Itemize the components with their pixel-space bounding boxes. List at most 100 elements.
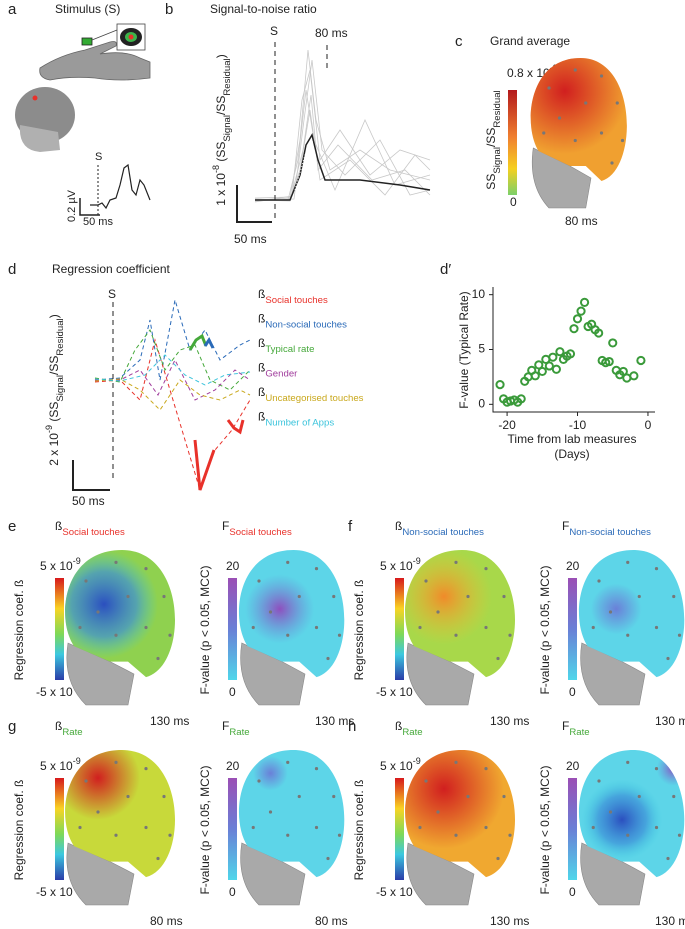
electrode (626, 760, 630, 765)
electrode (615, 101, 619, 105)
electrode (454, 760, 458, 765)
text-part: 5 x 10 (40, 559, 73, 573)
y-axis-label: SSSignal/SSResidual (484, 90, 503, 189)
electrode (337, 633, 342, 637)
electrode (268, 810, 273, 814)
text-part: 5 x 10 (40, 759, 73, 773)
y-axis-label: Regression coef. ß (12, 580, 26, 681)
colorbar-min: 0 (569, 685, 576, 699)
point (534, 360, 544, 370)
x-axis-label: (Days) (554, 447, 589, 461)
electrode (297, 594, 301, 599)
text-part: ) (214, 54, 228, 58)
electrode (257, 779, 261, 783)
map-title: FRate (222, 719, 250, 738)
panel-label: f (348, 518, 353, 535)
point (594, 328, 604, 338)
scalp-map (405, 550, 516, 706)
colorbar (228, 778, 237, 880)
colorbar-max: 5 x 10-9 (380, 756, 421, 773)
text-part: -5 x 10 (376, 885, 413, 899)
face (406, 842, 475, 906)
point (537, 366, 547, 377)
electrode (557, 116, 562, 120)
subscript: Rate (62, 727, 82, 738)
electrode (286, 760, 290, 765)
cranium (238, 550, 345, 678)
activity-patch (65, 550, 158, 659)
face (580, 642, 646, 706)
electrode (666, 856, 670, 861)
electrode (162, 594, 166, 599)
electrode (677, 633, 682, 637)
evoked-trace (90, 163, 151, 210)
map-title: FSocial touches (222, 519, 292, 538)
point (636, 355, 646, 366)
mean-trace (255, 133, 431, 201)
electrode (454, 560, 458, 565)
face (406, 642, 475, 706)
panel-title: Stimulus (S) (55, 2, 120, 16)
face (240, 642, 306, 706)
map-title: ßRate (395, 719, 423, 738)
text-part: (SS (214, 142, 228, 165)
subscript: Non-social touches (569, 527, 651, 538)
scalp-map (578, 750, 685, 906)
text-part: ) (47, 314, 61, 318)
subscript: Number of Apps (265, 418, 334, 429)
regression-traces (94, 299, 251, 492)
text-part: ß (258, 410, 265, 424)
electrode (424, 579, 428, 583)
panel-label: c (455, 33, 463, 50)
electrode (168, 633, 172, 637)
subscript: Rate (569, 727, 589, 738)
electrode (114, 560, 118, 565)
text-part: ß (55, 719, 62, 733)
time-label: 130 ms (315, 714, 354, 728)
electrode (454, 833, 458, 837)
time-label: 80 ms (565, 214, 598, 228)
panel-label: b (165, 1, 173, 18)
y-axis-label: Regression coef. ß (12, 780, 26, 881)
colorbar (55, 778, 64, 880)
electrode (257, 579, 261, 583)
electrode (626, 560, 630, 565)
electrode (466, 594, 470, 599)
electrode (114, 760, 118, 765)
electrode (666, 656, 670, 661)
text-part: 5 x 10 (380, 559, 413, 573)
y-axis-label: F-value (p < 0.05, MCC) (198, 765, 212, 894)
electrode (144, 567, 148, 571)
electrode (573, 138, 577, 143)
subscript: Social touches (265, 295, 328, 306)
electrode (96, 810, 100, 814)
x-tick-label: -10 (569, 418, 587, 432)
face (580, 842, 646, 906)
significant-segment (203, 337, 215, 349)
y-tick-label: 10 (472, 287, 486, 301)
text-part: 5 x 10 (380, 759, 413, 773)
stim-label: S (108, 287, 116, 301)
colorbar-max: 20 (566, 759, 580, 773)
activity-patch (65, 750, 140, 820)
subscript: Signal (222, 115, 233, 142)
electrode (591, 825, 595, 830)
activity-patch (253, 756, 288, 791)
text-part: 0.8 x 10 (507, 66, 550, 80)
electrode (114, 633, 118, 637)
subscript: Non-social touches (265, 320, 347, 331)
text-part: F (222, 519, 229, 533)
subscript: Residual (492, 90, 503, 127)
point (544, 361, 554, 371)
electrode (620, 138, 625, 143)
legend-entry: ßGender (258, 361, 298, 380)
panel-label: g (8, 718, 16, 735)
electrode (626, 633, 630, 637)
colorbar-min: 0 (229, 885, 236, 899)
significant-segment (188, 333, 208, 351)
electrode (508, 833, 512, 837)
electrode (626, 833, 630, 837)
subscript: Residual (55, 318, 66, 355)
electrode (436, 610, 440, 614)
